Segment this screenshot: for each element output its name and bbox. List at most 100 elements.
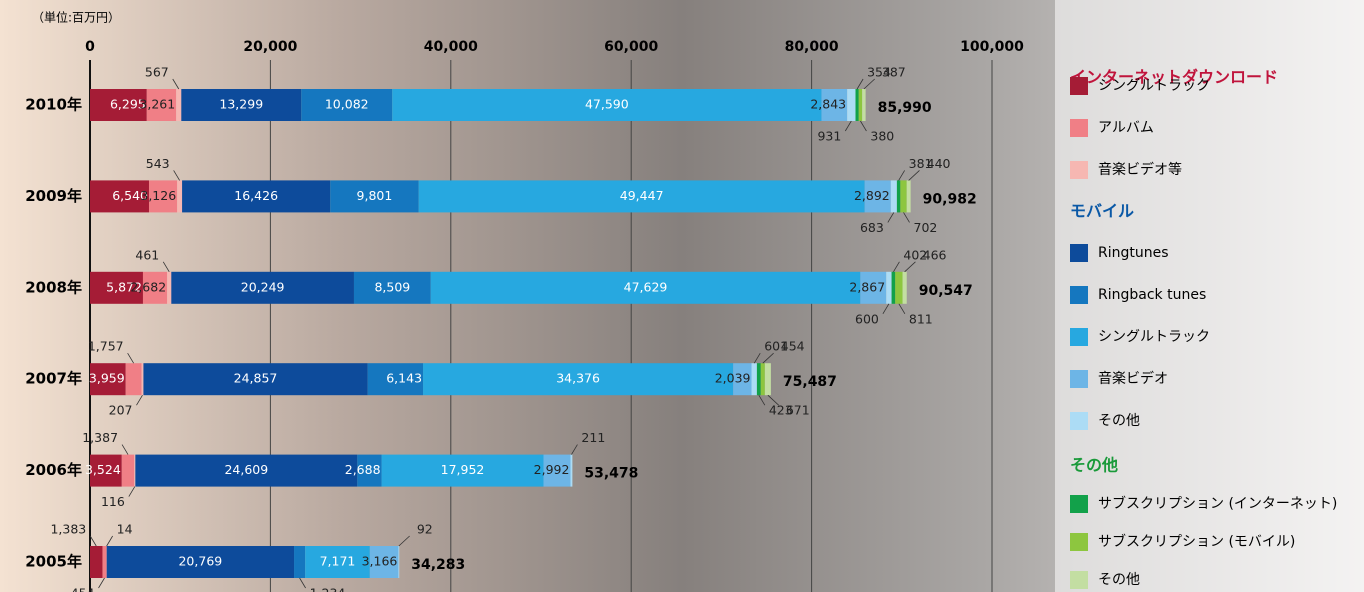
- bar-segment: [895, 271, 903, 304]
- bar-segment: [896, 180, 901, 213]
- value-label: 116: [101, 494, 125, 509]
- legend-swatch: [1070, 328, 1088, 346]
- bar-segment: [821, 89, 848, 121]
- bar-segment: [891, 271, 896, 304]
- y-tick-label: 2008年: [25, 278, 82, 296]
- value-label: 387: [882, 65, 906, 80]
- total-label: 53,478: [584, 466, 638, 482]
- bar-segment: [176, 89, 182, 121]
- bar-segment: [886, 271, 892, 304]
- bar-segment: [357, 454, 382, 487]
- leader-line: [299, 577, 306, 589]
- leader-line: [893, 261, 900, 273]
- bar-segment: [860, 271, 887, 304]
- value-label: 7,171: [320, 554, 356, 569]
- bar-segment: [381, 454, 544, 487]
- bar-segment: [90, 89, 147, 121]
- bar-segment: [102, 546, 107, 578]
- x-tick-label: 60,000: [604, 39, 658, 55]
- bar-segment: [146, 89, 177, 121]
- leader-line: [127, 352, 134, 364]
- value-label: 207: [109, 403, 133, 418]
- value-label: 440: [927, 156, 951, 171]
- leader-line: [898, 170, 905, 181]
- legend-label: その他: [1098, 413, 1140, 429]
- bar-segment: [90, 546, 103, 578]
- value-label: 3,524: [85, 462, 121, 477]
- bar-segment: [135, 454, 358, 487]
- bar-segment: [141, 363, 144, 396]
- leader-line: [571, 444, 578, 455]
- bar-segment: [760, 363, 765, 396]
- value-label: 2,039: [715, 371, 751, 386]
- leader-line: [903, 212, 910, 223]
- bar-segment: [90, 363, 126, 396]
- legend-swatch: [1070, 244, 1088, 262]
- value-label: 6,143: [386, 371, 422, 386]
- bar-segment: [764, 363, 771, 396]
- bar-segment: [858, 89, 863, 121]
- leader-line: [398, 535, 410, 547]
- legend-swatch: [1070, 286, 1088, 304]
- bar-segment: [167, 271, 172, 304]
- legend-label: シングルトラック: [1098, 329, 1210, 345]
- value-label: 3,261: [139, 97, 175, 112]
- bar-segment: [570, 454, 573, 487]
- leader-line: [173, 170, 180, 181]
- value-label: 10,082: [325, 97, 369, 112]
- bar-segment: [305, 546, 370, 578]
- value-label: 24,609: [224, 462, 268, 477]
- value-label: 2,688: [345, 462, 381, 477]
- leader-line: [767, 394, 779, 406]
- x-tick-label: 0: [85, 39, 95, 55]
- value-label: 601: [764, 339, 788, 354]
- x-tick-label: 40,000: [424, 39, 478, 55]
- legend-background: [1055, 0, 1364, 592]
- y-tick-label: 2005年: [25, 553, 82, 571]
- x-tick-label: 100,000: [960, 39, 1024, 55]
- bar-segment: [751, 363, 757, 396]
- value-label: 2,892: [854, 188, 890, 203]
- value-label: 402: [903, 247, 927, 262]
- bar-segment: [864, 180, 891, 213]
- value-label: 2,992: [534, 462, 570, 477]
- leader-line: [172, 78, 180, 90]
- bar-segment: [418, 180, 865, 213]
- bar-segment: [890, 180, 897, 213]
- bar-segment: [294, 546, 306, 578]
- value-label: 6,540: [112, 188, 148, 203]
- total-label: 75,487: [783, 374, 837, 390]
- value-label: 20,249: [241, 279, 285, 294]
- value-label: 454: [71, 586, 95, 592]
- x-tick-label: 20,000: [243, 39, 297, 55]
- leader-line: [89, 535, 97, 547]
- value-label: 381: [909, 156, 933, 171]
- bar-segment: [756, 363, 761, 396]
- bar-segment: [902, 271, 907, 304]
- value-label: 683: [860, 220, 884, 235]
- leader-line: [162, 261, 170, 273]
- value-label: 47,629: [624, 279, 668, 294]
- legend-swatch: [1070, 412, 1088, 430]
- bar-segment: [90, 180, 149, 213]
- bar-segment: [148, 180, 178, 213]
- bar-segment: [125, 363, 142, 396]
- value-label: 1,234: [310, 586, 346, 592]
- leader-line: [128, 486, 136, 497]
- value-label: 9,801: [357, 188, 393, 203]
- value-label: 211: [581, 430, 605, 445]
- leader-line: [758, 394, 766, 406]
- y-tick-label: 2010年: [25, 96, 82, 114]
- value-label: 2,867: [849, 279, 885, 294]
- legend-swatch: [1070, 533, 1088, 551]
- legend-swatch: [1070, 495, 1088, 513]
- value-label: 13,299: [219, 97, 263, 112]
- legend-label: 音楽ビデオ: [1098, 370, 1168, 387]
- total-label: 90,547: [919, 283, 973, 299]
- value-label: 2,843: [810, 97, 846, 112]
- value-label: 600: [855, 311, 879, 326]
- value-label: 47,590: [585, 97, 629, 112]
- leader-line: [136, 394, 143, 406]
- y-tick-label: 2006年: [25, 461, 82, 479]
